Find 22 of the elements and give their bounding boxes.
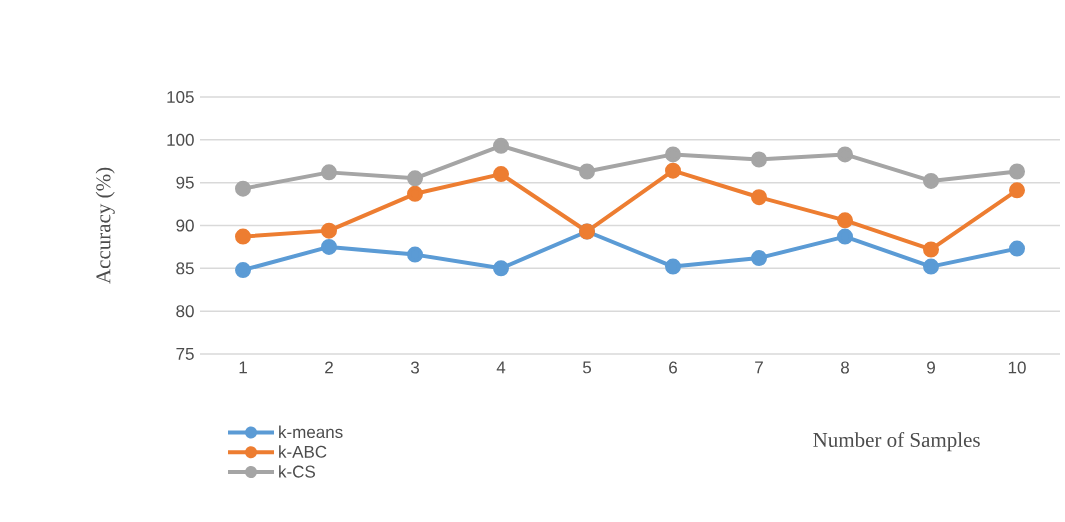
x-tick-label: 5 — [582, 361, 592, 374]
legend-label: k-ABC — [279, 445, 327, 458]
y-tick-label: 100 — [167, 133, 194, 146]
y-tick-label: 95 — [176, 176, 194, 189]
legend-label: k-CS — [279, 465, 315, 478]
x-tick-label: 3 — [410, 361, 419, 374]
x-axis-title: Number of Samples — [813, 432, 980, 452]
x-tick-label: 6 — [669, 361, 677, 374]
legend-label: k-means — [279, 425, 343, 439]
y-tick-label: 80 — [176, 305, 194, 318]
y-tick-label: 90 — [176, 219, 194, 232]
x-tick-label: 9 — [927, 361, 935, 374]
x-tick-label: 7 — [755, 361, 763, 374]
x-tick-label: 1 — [239, 361, 247, 374]
y-tick-label: 105 — [167, 90, 194, 104]
y-axis-title: Accuracy (%) — [95, 167, 115, 284]
x-tick-label: 2 — [325, 361, 333, 374]
x-tick-label: 10 — [1008, 361, 1026, 374]
y-tick-label: 85 — [176, 262, 194, 275]
y-tick-label: 75 — [176, 348, 194, 360]
x-tick-label: 8 — [841, 361, 849, 374]
x-tick-label: 4 — [496, 361, 506, 374]
